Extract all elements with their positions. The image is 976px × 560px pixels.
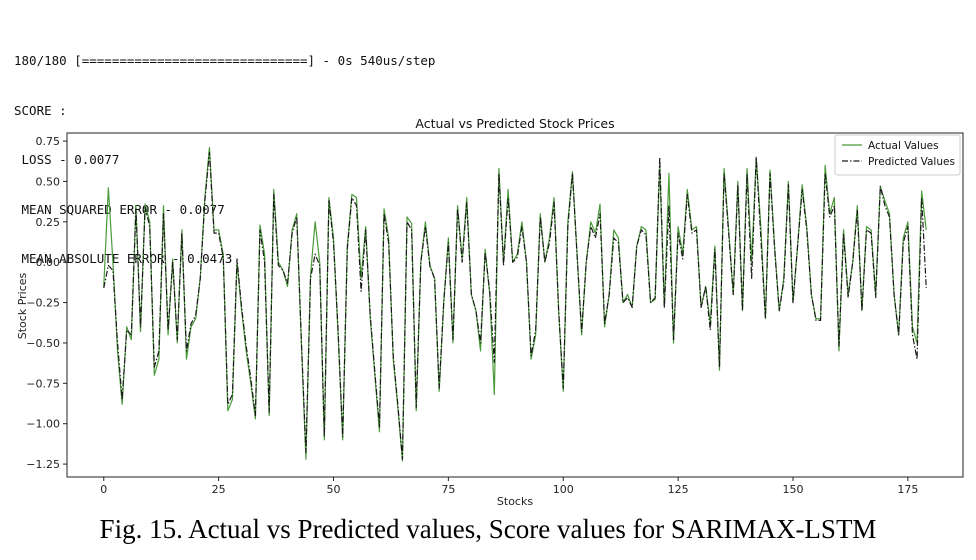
- x-tick-label: 125: [668, 483, 689, 496]
- x-tick-label: 25: [212, 483, 226, 496]
- y-tick-label: −1.00: [26, 418, 60, 431]
- x-axis: 0 25 50 75 100 125 150 175: [100, 477, 918, 496]
- line-chart: Actual vs Predicted Stock Prices 0.75 0.5…: [16, 116, 964, 508]
- y-axis: 0.75 0.50 0.25 0.00 −0.25 −0.50 −0.75 −1.00 −1.2…: [26, 135, 67, 471]
- chart-title: Actual vs Predicted Stock Prices: [415, 116, 614, 131]
- y-tick-label: −0.75: [26, 377, 60, 390]
- legend-label-actual: Actual Values: [868, 140, 939, 152]
- series-layer: [103, 146, 927, 462]
- y-tick-label: 0.75: [36, 135, 61, 148]
- score-label: SCORE :: [14, 102, 67, 118]
- x-axis-label: Stocks: [497, 495, 533, 508]
- x-tick-label: 100: [553, 483, 574, 496]
- loss-line: LOSS - 0.0077: [14, 152, 120, 167]
- plot-area: [66, 132, 964, 478]
- series-line-predicted: [103, 151, 927, 460]
- x-tick-label: 50: [327, 483, 341, 496]
- x-tick-label: 150: [782, 483, 803, 496]
- y-tick-label: 0.25: [36, 216, 61, 229]
- legend-box: [834, 134, 961, 176]
- y-tick-label: −0.25: [26, 297, 60, 310]
- y-tick-label: 0.00: [36, 256, 61, 269]
- x-tick-label: 75: [441, 483, 455, 496]
- y-tick-label: −0.50: [26, 337, 60, 350]
- legend-label-predicted: Predicted Values: [868, 156, 955, 168]
- y-axis-label: Stock Prices: [16, 272, 29, 339]
- y-tick-label: −1.25: [26, 458, 60, 471]
- y-tick-label: 0.50: [36, 175, 61, 188]
- legend: Actual Values Predicted Values: [834, 134, 961, 176]
- x-tick-label: 0: [100, 483, 107, 496]
- x-tick-label: 175: [897, 483, 918, 496]
- progress-line: 180/180 [==============================]…: [14, 53, 436, 68]
- figure-caption: Fig. 15. Actual vs Predicted values, Sco…: [99, 514, 877, 544]
